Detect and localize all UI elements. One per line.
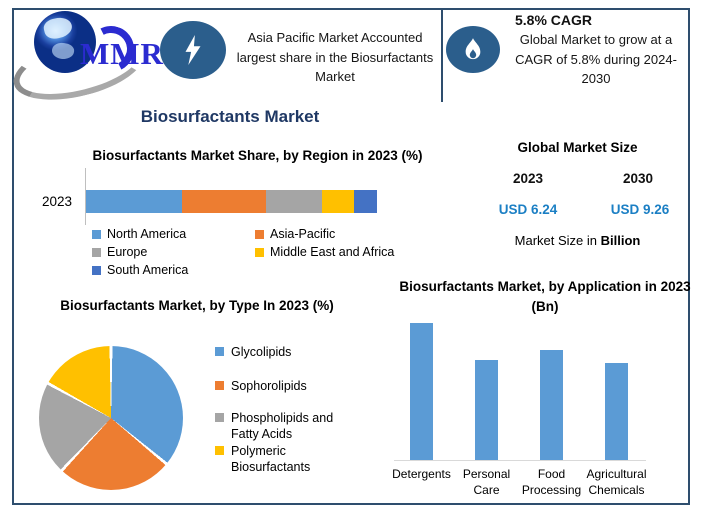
bar-segment-middle-east-and-africa xyxy=(321,190,354,213)
region-stacked-bar xyxy=(86,190,377,213)
pie-chart-title: Biosurfactants Market, by Type In 2023 (… xyxy=(60,298,334,313)
header-divider xyxy=(441,8,443,102)
region-chart-category-label: 2023 xyxy=(41,194,73,209)
flame-icon xyxy=(446,26,500,73)
pie-legend-glycolipids: Glycolipids xyxy=(215,344,350,360)
gms-year-2023: 2023 xyxy=(512,171,544,186)
legend-marker xyxy=(255,247,264,257)
category-label-detergents: Detergents xyxy=(392,467,451,481)
bar-detergents xyxy=(410,323,433,460)
gms-year-2030: 2030 xyxy=(622,171,654,186)
legend-label: Sophorolipids xyxy=(231,379,307,393)
bar-segment-europe xyxy=(266,190,322,213)
legend-label: North America xyxy=(107,227,187,241)
lightning-bolt-glyph xyxy=(185,35,201,65)
application-chart-labels: Detergents Personal Care Food Processing… xyxy=(389,466,649,498)
gms-note-prefix: Market Size in xyxy=(514,233,601,248)
bar-column-food-processing xyxy=(519,323,584,460)
gms-value-2023: USD 6.24 xyxy=(498,202,558,217)
legend-item-north-america: North America xyxy=(92,227,186,241)
legend-label: Polymeric Biosurfactants xyxy=(231,444,311,475)
legend-marker xyxy=(215,347,224,356)
application-chart-baseline xyxy=(394,460,646,461)
page-title: Biosurfactants Market xyxy=(140,107,320,126)
flame-glyph xyxy=(465,37,481,59)
legend-item-europe: Europe xyxy=(92,245,147,259)
global-market-size-title: Global Market Size xyxy=(517,140,638,155)
globe-icon xyxy=(34,11,96,73)
legend-item-asia-pacific: Asia-Pacific xyxy=(255,227,335,241)
bar-column-agricultural-chemicals xyxy=(584,323,649,460)
mmr-logo: MMR xyxy=(7,8,163,112)
category-label-food-processing: Food Processing xyxy=(521,467,582,498)
gms-note-bold: Billion xyxy=(600,233,641,248)
application-bar-chart xyxy=(389,323,649,460)
legend-marker xyxy=(215,446,224,455)
pie-legend-phospholipids: Phospholipids and Fatty Acids xyxy=(215,410,350,443)
header-highlight-text: Asia Pacific Market Accounted largest sh… xyxy=(236,30,434,84)
legend-label: Europe xyxy=(107,245,148,259)
legend-marker xyxy=(215,381,224,390)
logo-text: MMR xyxy=(80,36,164,71)
region-chart-title: Biosurfactants Market Share, by Region i… xyxy=(92,148,423,163)
application-chart-title: Biosurfactants Market, by Application in… xyxy=(399,279,691,314)
bar-segment-asia-pacific xyxy=(182,190,267,213)
legend-label: Glycolipids xyxy=(231,345,292,359)
cagr-body-text: Global Market to grow at a CAGR of 5.8% … xyxy=(515,32,677,86)
bar-column-personal-care xyxy=(454,323,519,460)
category-label-personal-care: Personal Care xyxy=(462,467,511,498)
gms-value-2030: USD 9.26 xyxy=(610,202,670,217)
lightning-icon xyxy=(160,21,226,79)
legend-label: South America xyxy=(107,263,189,277)
region-chart-axis xyxy=(85,168,86,225)
bar-segment-south-america xyxy=(353,190,377,213)
legend-marker xyxy=(92,247,101,257)
legend-label: Asia-Pacific xyxy=(270,227,336,241)
pie-legend-sophorolipids: Sophorolipids xyxy=(215,378,350,394)
cagr-block: 5.8% CAGR Global Market to grow at a CAG… xyxy=(505,12,687,89)
category-label-agricultural-chemicals: Agricultural Chemicals xyxy=(586,467,647,498)
legend-marker xyxy=(92,229,101,239)
legend-marker xyxy=(215,413,224,422)
bar-segment-north-america xyxy=(86,190,183,213)
legend-item-middle-east-africa: Middle East and Africa xyxy=(255,245,394,259)
outer-border xyxy=(12,8,690,505)
legend-item-south-america: South America xyxy=(92,263,188,277)
cagr-headline: 5.8% CAGR xyxy=(515,12,593,28)
legend-marker xyxy=(255,229,264,239)
bar-agricultural-chemicals xyxy=(605,363,628,460)
legend-label: Middle East and Africa xyxy=(270,245,395,259)
bar-personal-care xyxy=(475,360,498,460)
legend-label: Phospholipids and Fatty Acids xyxy=(231,411,334,442)
gms-note: Market Size in Billion xyxy=(470,233,685,248)
pie-legend-polymeric: Polymeric Biosurfactants xyxy=(215,443,350,476)
legend-marker xyxy=(92,265,101,275)
bar-column-detergents xyxy=(389,323,454,460)
type-pie-chart xyxy=(39,346,183,490)
bar-food-processing xyxy=(540,350,563,460)
